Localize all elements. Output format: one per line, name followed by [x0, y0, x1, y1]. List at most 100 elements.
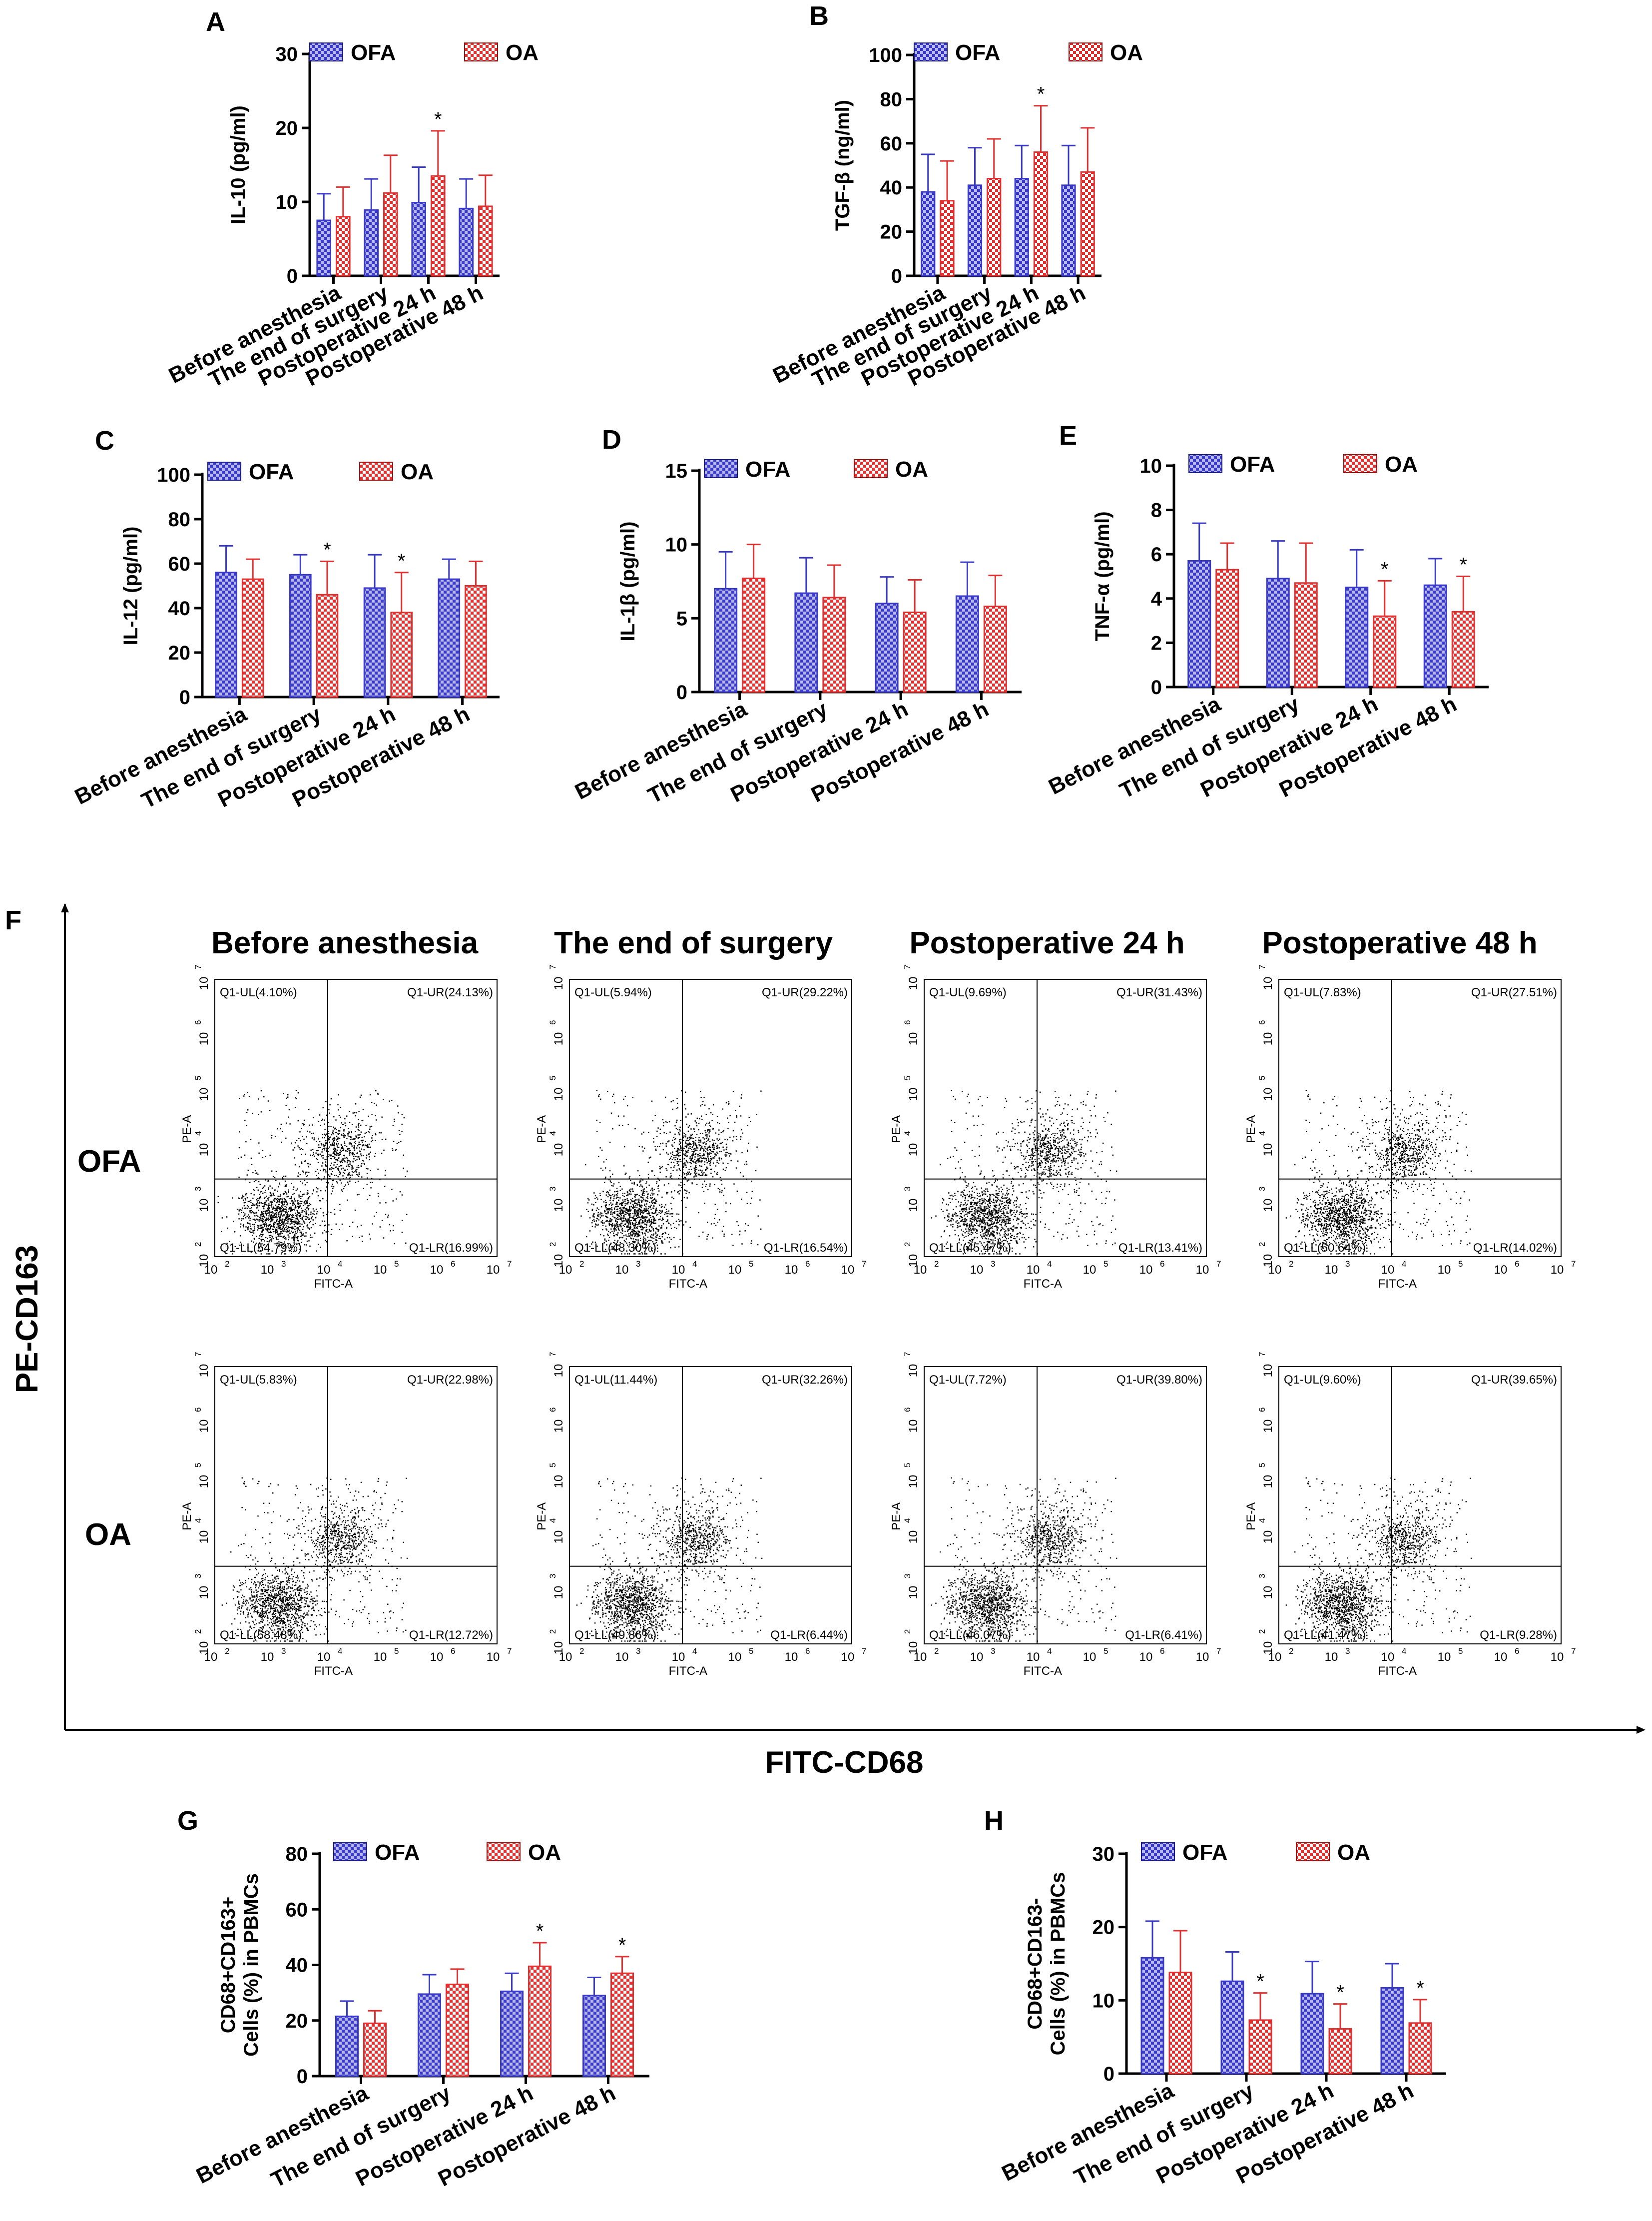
bar-ofa: [1266, 578, 1290, 688]
bar-oa: [316, 594, 339, 698]
y-tick-label: 30: [1093, 1843, 1115, 1865]
flow-plot: Q1-UL(5.94%) Q1-UR(29.22%) Q1-LL(48.30%) Q1…: [535, 965, 866, 1291]
y-tick-exponent: 2: [1257, 1629, 1267, 1634]
flow-column-title: Postoperative 48 h: [1262, 926, 1537, 960]
flow-plot: Q1-UL(9.60%) Q1-UR(39.65%) Q1-LL(41.47%) Q1…: [1244, 1352, 1576, 1678]
chart-H: H 0 10 20 30 CD68+CD163- Cells (%) in PBMCs OFA…: [984, 1806, 1446, 2190]
y-tick-group: 10 7: [1257, 1352, 1275, 1378]
legend-swatch-oa: [1343, 454, 1377, 473]
legend-label-oa: OA: [1385, 452, 1418, 477]
x-tick-label: 10: [1083, 1263, 1097, 1277]
bar-oa: [1033, 151, 1049, 277]
x-tick-exponent: 5: [1103, 1259, 1108, 1269]
significance-marker: *: [434, 108, 442, 130]
flow-plot-frame: [214, 1366, 498, 1644]
y-tick-exponent: 4: [548, 1518, 557, 1523]
flow-plot-ylabel: PE-A: [180, 1115, 194, 1143]
x-tick-label: 10: [615, 1263, 629, 1277]
quadrant-ll-label: Q1-LL(48.30%): [574, 1241, 656, 1255]
y-tick-group: 10 3: [548, 1574, 565, 1599]
flow-plot-frame: [569, 1366, 852, 1644]
x-tick-exponent: 4: [338, 1259, 342, 1269]
x-tick-label: 10: [785, 1263, 798, 1277]
y-axis-label-line: CD68+CD163-: [1024, 1898, 1046, 2029]
y-tick-exponent: 5: [548, 1076, 557, 1080]
bar-oa: [1451, 611, 1475, 688]
x-tick-exponent: 5: [749, 1259, 753, 1269]
quadrant-ll-label: Q1-LL(49.86%): [574, 1628, 656, 1642]
y-tick-label: 80: [880, 88, 903, 110]
y-tick-label: 0: [891, 265, 902, 287]
flow-plot-xlabel: FITC-A: [669, 1664, 707, 1678]
flow-column-title: Postoperative 24 h: [909, 926, 1184, 960]
quadrant-lr-label: Q1-LR(16.99%): [409, 1241, 493, 1255]
bar-oa: [528, 1965, 551, 2077]
y-tick-label: 30: [276, 43, 298, 65]
y-tick-label: 10: [907, 1199, 920, 1212]
x-tick-exponent: 7: [862, 1646, 866, 1656]
flow-plot-xlabel: FITC-A: [1378, 1664, 1417, 1678]
x-tick-label: 10: [785, 1650, 798, 1664]
x-tick-label: 10: [914, 1650, 927, 1664]
significance-marker: *: [536, 1920, 544, 1942]
x-tick-exponent: 5: [394, 1646, 399, 1656]
x-tick-label: 10: [261, 1263, 274, 1277]
legend-label-ofa: OFA: [1230, 452, 1275, 477]
y-tick-label: 10: [197, 977, 211, 990]
flow-plot: Q1-UL(7.83%) Q1-UR(27.51%) Q1-LL(50.64%) Q1…: [1244, 965, 1576, 1291]
bar-ofa: [582, 1995, 606, 2077]
flow-events: [1285, 1090, 1472, 1255]
flow-plot: Q1-UL(4.10%) Q1-UR(24.13%) Q1-LL(54.79%) Q1…: [180, 965, 512, 1291]
x-tick-exponent: 3: [1345, 1259, 1350, 1269]
quadrant-ur-label: Q1-UR(24.13%): [407, 986, 493, 999]
y-tick-exponent: 4: [548, 1131, 557, 1136]
quadrant-lr-label: Q1-LR(16.54%): [764, 1241, 848, 1255]
y-tick-label: 10: [197, 1641, 211, 1655]
flow-plot-xlabel: FITC-A: [1378, 1277, 1417, 1291]
x-tick-label: 10: [1139, 1263, 1153, 1277]
y-tick-label: 6: [1151, 544, 1162, 566]
y-tick-label: 10: [1261, 1199, 1275, 1212]
flow-column-title: The end of surgery: [554, 926, 833, 960]
x-tick-label: 10: [970, 1650, 984, 1664]
x-tick-exponent: 4: [1402, 1259, 1406, 1269]
bar-oa: [1168, 1972, 1192, 2075]
bar-ofa: [1345, 587, 1369, 688]
y-tick-exponent: 3: [903, 1574, 912, 1578]
x-tick-label: 10: [204, 1263, 218, 1277]
y-tick-exponent: 5: [193, 1076, 203, 1080]
x-tick-exponent: 2: [225, 1259, 229, 1269]
y-axis-arrowhead: [61, 903, 69, 912]
x-tick-exponent: 4: [338, 1646, 342, 1656]
y-tick-label: 10: [907, 1143, 920, 1157]
x-tick-label: 10: [1268, 1650, 1282, 1664]
quadrant-ur-label: Q1-UR(39.80%): [1116, 1373, 1202, 1387]
y-tick-exponent: 6: [548, 1020, 557, 1025]
flow-row-label-oa: OA: [85, 1517, 131, 1552]
x-tick-exponent: 4: [692, 1646, 697, 1656]
bar-ofa: [215, 572, 237, 698]
x-tick-exponent: 7: [507, 1259, 512, 1269]
y-tick-group: 10 7: [548, 965, 565, 990]
y-tick-label: 10: [907, 1641, 920, 1655]
x-tick-label: 10: [1438, 1650, 1451, 1664]
flow-plot-xlabel: FITC-A: [314, 1277, 353, 1291]
y-tick-exponent: 3: [548, 1574, 557, 1578]
x-tick-exponent: 5: [1458, 1646, 1463, 1656]
y-tick-label: 10: [907, 1530, 920, 1544]
y-tick-group: 10 2: [1257, 1629, 1275, 1655]
y-tick-label: 10: [1261, 977, 1275, 990]
flow-plot-frame: [924, 1366, 1207, 1644]
bar-oa: [610, 1972, 634, 2077]
bar-oa: [363, 2022, 387, 2077]
quadrant-ul-label: Q1-UL(9.69%): [929, 986, 1007, 999]
y-tick-group: 10 2: [193, 1629, 211, 1655]
y-tick-exponent: 3: [1257, 1187, 1267, 1191]
y-tick-label: 10: [197, 1143, 211, 1157]
flow-plot-frame: [1278, 1366, 1562, 1644]
legend-label-ofa: OFA: [351, 40, 396, 65]
quadrant-ur-label: Q1-UR(27.51%): [1471, 986, 1557, 999]
x-tick-label: 10: [1494, 1650, 1508, 1664]
y-tick-label: 10: [552, 1254, 565, 1268]
